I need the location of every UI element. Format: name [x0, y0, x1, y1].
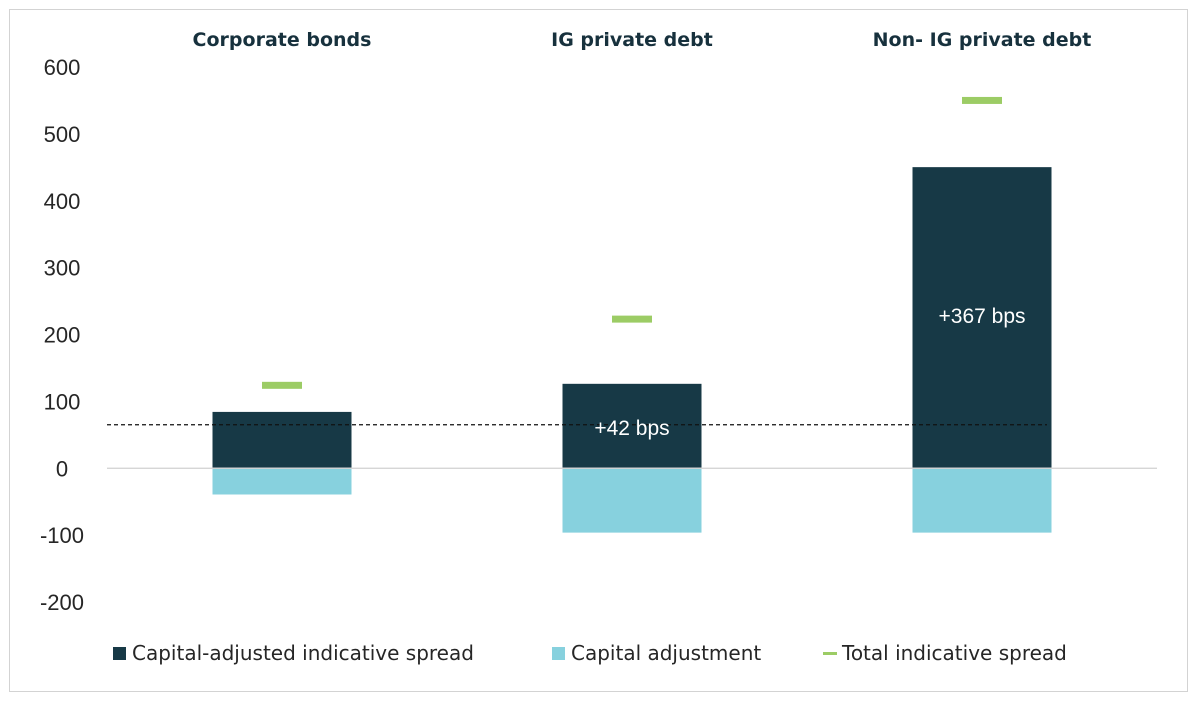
bar-capital-adjustment: [911, 467, 1053, 534]
y-tick-label: 500: [44, 122, 81, 147]
y-tick-label: 400: [44, 189, 81, 214]
total-spread-marker: [262, 381, 302, 389]
y-tick-label: -200: [40, 590, 84, 615]
legend-swatch: [552, 647, 565, 660]
bar-annotation: +367 bps: [939, 305, 1026, 328]
y-tick-label: 0: [56, 456, 68, 481]
category-label: Non- IG private debt: [873, 29, 1092, 51]
legend-swatch: [823, 652, 837, 655]
y-tick-label: 600: [44, 55, 81, 80]
bar-spread: [911, 166, 1053, 469]
bar-capital-adjustment: [561, 467, 703, 534]
legend-label: Total indicative spread: [841, 641, 1067, 665]
y-tick-label: 300: [44, 256, 81, 281]
legend-swatch: [113, 647, 126, 660]
legend-label: Capital-adjusted indicative spread: [132, 641, 474, 665]
y-tick-label: 100: [44, 389, 81, 414]
y-tick-label: -100: [40, 523, 84, 548]
y-tick-label: 200: [44, 323, 81, 348]
chart-frame: [9, 9, 1188, 692]
bar-spread: [211, 410, 353, 469]
category-label: IG private debt: [551, 29, 713, 51]
category-label: Corporate bonds: [193, 29, 372, 51]
bar-capital-adjustment: [211, 467, 353, 496]
total-spread-marker: [612, 315, 652, 323]
bar-annotation: +42 bps: [594, 417, 669, 440]
bar-spread: [561, 382, 703, 469]
legend-label: Capital adjustment: [571, 641, 761, 665]
total-spread-marker: [962, 96, 1002, 104]
